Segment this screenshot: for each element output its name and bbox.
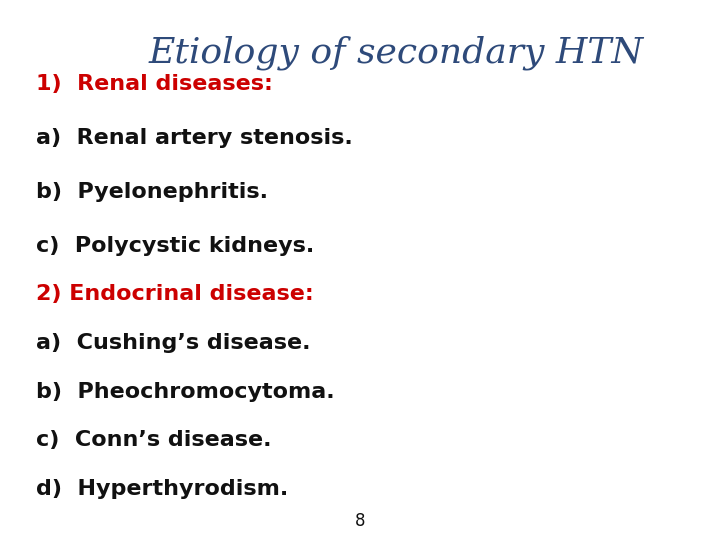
Text: d)  Hyperthyrodism.: d) Hyperthyrodism.	[36, 478, 288, 499]
Text: c)  Conn’s disease.: c) Conn’s disease.	[36, 430, 271, 450]
Text: 1)  Renal diseases:: 1) Renal diseases:	[36, 73, 273, 94]
Text: a)  Cushing’s disease.: a) Cushing’s disease.	[36, 333, 310, 353]
Text: c)  Polycystic kidneys.: c) Polycystic kidneys.	[36, 235, 314, 256]
Text: b)  Pyelonephritis.: b) Pyelonephritis.	[36, 181, 268, 202]
Text: Etiology of secondary HTN: Etiology of secondary HTN	[148, 35, 644, 70]
Text: a)  Renal artery stenosis.: a) Renal artery stenosis.	[36, 127, 353, 148]
Text: b)  Pheochromocytoma.: b) Pheochromocytoma.	[36, 381, 335, 402]
Text: 2) Endocrinal disease:: 2) Endocrinal disease:	[36, 284, 314, 305]
Text: 8: 8	[355, 512, 365, 530]
